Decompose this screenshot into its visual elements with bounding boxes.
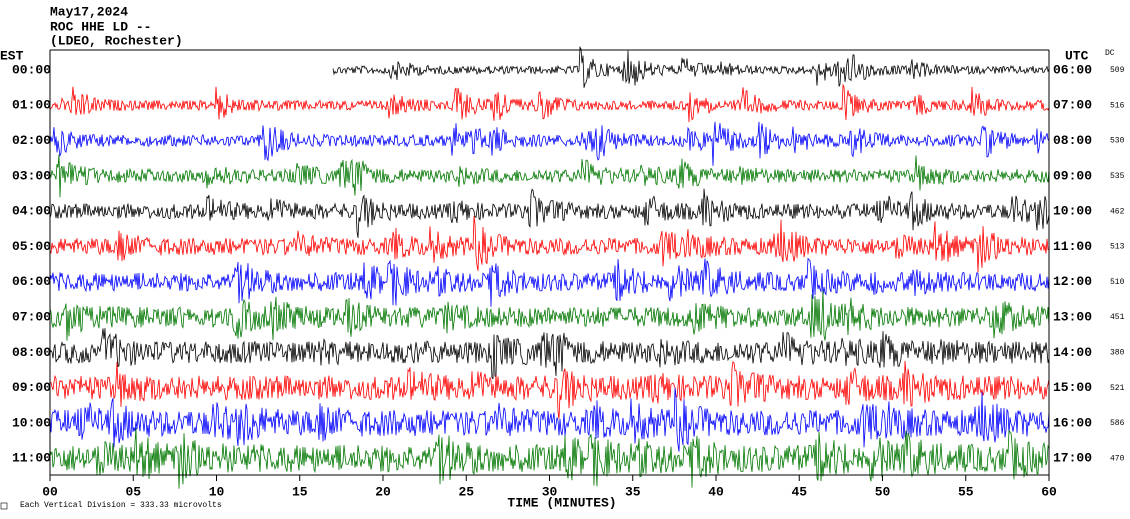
icon [0,502,8,510]
trace [49,154,1050,198]
x-tick-label: 20 [375,484,391,499]
labels: 00:00 06:00 509 01:00 07:00 516 02:00 08:00 530 0… [12,62,1125,499]
dc-value: 462 [1110,207,1125,216]
est-hour: 09:00 [12,380,51,395]
dc-value: 509 [1110,66,1125,75]
x-axis-label: TIME (MINUTES) [507,495,616,510]
trace [332,45,1050,88]
dc-value: 380 [1110,349,1125,358]
est-label: EST [0,48,24,63]
dc-value: 530 [1110,137,1125,146]
x-tick-label: 60 [1041,484,1057,499]
trace [49,290,1050,341]
utc-hour: 10:00 [1053,204,1092,219]
x-tick-label: 50 [875,484,891,499]
utc-hour: 11:00 [1053,239,1092,254]
date: May17,2024 [50,4,128,19]
trace [49,257,1050,307]
est-hour: 04:00 [12,204,51,219]
x-tick-label: 15 [292,484,308,499]
traces [49,45,1050,489]
trace [49,360,1050,419]
station: ROC HHE LD -- [50,19,151,34]
trace [49,427,1050,489]
est-hour: 07:00 [12,310,51,325]
x-tick-label: 30 [542,484,558,499]
dc-value: 510 [1110,278,1125,287]
x-tick-label: 45 [791,484,807,499]
utc-hour: 07:00 [1053,98,1092,113]
est-hour: 11:00 [12,451,51,466]
x-tick-label: 00 [42,484,58,499]
utc-hour: 12:00 [1053,274,1092,289]
utc-label: UTC [1065,48,1089,63]
x-tick-label: 35 [625,484,641,499]
est-hour: 03:00 [12,168,51,183]
footer: Each Vertical Division = 333.33 microvol… [20,501,222,510]
x-tick-label: 40 [708,484,724,499]
trace [49,83,1050,123]
est-hour: 08:00 [12,345,51,360]
dc-value: 535 [1110,172,1125,181]
dc-value: 470 [1110,454,1125,463]
trace [49,188,1050,238]
utc-hour: 16:00 [1053,415,1092,430]
x-tick-label: 10 [209,484,225,499]
est-hour: 05:00 [12,239,51,254]
est-hour: 00:00 [12,62,51,77]
utc-hour: 15:00 [1053,380,1092,395]
dc-value: 513 [1110,243,1125,252]
dc-value: 521 [1110,384,1125,393]
est-hour: 10:00 [12,415,51,430]
dc-label: DC [1105,49,1115,58]
trace [49,328,1050,380]
dc-value: 586 [1110,419,1125,428]
utc-hour: 09:00 [1053,168,1092,183]
dc-value: 516 [1110,101,1125,110]
est-hour: 02:00 [12,133,51,148]
est-hour: 01:00 [12,98,51,113]
utc-hour: 06:00 [1053,62,1092,77]
est-hour: 06:00 [12,274,51,289]
x-tick-label: 25 [458,484,474,499]
x-tick-label: 05 [125,484,141,499]
trace [49,216,1050,273]
utc-hour: 13:00 [1053,310,1092,325]
utc-hour: 08:00 [1053,133,1092,148]
trace [49,388,1050,452]
x-tick-label: 55 [958,484,974,499]
dc-value: 451 [1110,313,1125,322]
utc-hour: 14:00 [1053,345,1092,360]
trace [49,121,1050,166]
network: (LDEO, Rochester) [50,33,183,48]
utc-hour: 17:00 [1053,451,1092,466]
